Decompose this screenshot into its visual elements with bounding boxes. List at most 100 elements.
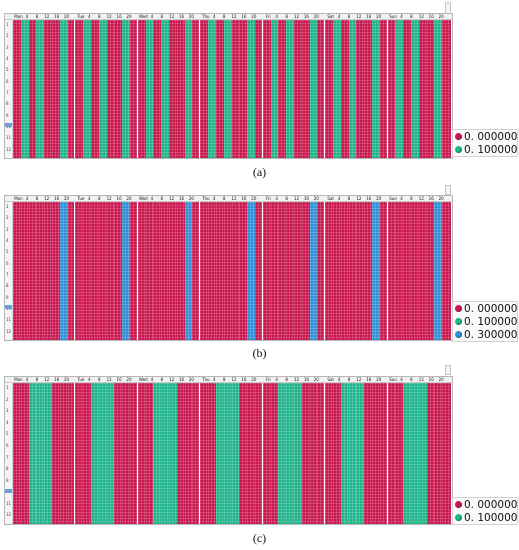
hour-label: 12 (169, 14, 175, 19)
day-divider (199, 383, 201, 524)
time-slot-column (348, 20, 357, 158)
time-slot-column (254, 202, 264, 340)
time-slot-column (309, 20, 318, 158)
row-selection-marker (5, 305, 12, 310)
time-slot-column (223, 20, 233, 158)
legend-value: 0. 000000 (464, 130, 518, 143)
time-slot-column (52, 202, 61, 340)
hour-label: 8 (160, 14, 163, 19)
day-label: Wed (138, 14, 148, 19)
day-header: Mon 4 8 12 16 20 Tue 4 8 12 16 20 Wed 4 8 12 16 20 Thu 4 8 12… (5, 14, 452, 20)
hour-label: 4 (213, 377, 216, 382)
hour-label: 16 (241, 14, 247, 19)
hour-label: 12 (418, 14, 424, 19)
time-slot-column (200, 20, 209, 158)
hour-label: 4 (213, 196, 216, 201)
time-slot-column (286, 20, 295, 158)
row-label: 6 (6, 78, 9, 84)
time-slot-column (254, 383, 264, 524)
time-slot-column (247, 202, 256, 340)
time-slot-column (239, 20, 248, 158)
row-label: 7 (6, 90, 9, 95)
time-slot-column (153, 202, 162, 340)
time-slot-column (20, 202, 30, 340)
time-slot-column (254, 20, 264, 158)
row-label: 11 (6, 500, 12, 506)
time-slot-column (75, 202, 84, 340)
hour-label: 12 (44, 196, 50, 201)
scrollbar[interactable] (445, 185, 451, 195)
hour-label: 8 (160, 377, 163, 382)
time-slot-column (309, 383, 318, 524)
row-label: 3 (6, 408, 9, 414)
time-slot-column (301, 383, 311, 524)
day-divider (74, 20, 76, 158)
hour-label: 12 (293, 14, 300, 19)
hour-label: 16 (178, 14, 185, 19)
day-label: Sun (389, 377, 397, 382)
time-slot-column (395, 202, 404, 340)
time-slot-column (340, 383, 350, 524)
caption: (a) (252, 165, 267, 179)
hour-label: 16 (241, 377, 247, 382)
time-slot-column (153, 383, 162, 524)
hour-label: 8 (410, 377, 413, 382)
hour-label: 4 (150, 377, 154, 382)
hour-label: 4 (88, 196, 91, 201)
row-label: 12 (6, 328, 12, 334)
day-label: Fri (265, 196, 271, 201)
row-label: 2 (6, 396, 9, 402)
hour-label: 4 (88, 14, 91, 19)
hour-label: 12 (418, 196, 424, 201)
day-header: Mon 4 8 12 16 20 Tue 4 8 12 16 20 Wed 4 8 12 16 20 Thu 4 8 12… (5, 377, 452, 383)
row-label: 1 (6, 22, 9, 27)
time-slot-column (293, 202, 303, 340)
time-slot-column (434, 383, 443, 524)
time-slot-column (387, 383, 396, 524)
time-slot-column (387, 20, 396, 158)
day-label: Thu (202, 377, 210, 382)
legend-swatch-icon (455, 305, 462, 312)
legend: 0. 000000 0. 100000 0. 300000 (452, 301, 518, 342)
time-slot-column (215, 202, 225, 340)
day-label: Thu (202, 14, 210, 19)
time-slot-column (98, 20, 108, 158)
row-label: 3 (6, 226, 9, 232)
hour-label: 8 (285, 196, 288, 201)
hour-label: 20 (438, 14, 444, 19)
day-label: Sat (327, 377, 334, 382)
row-axis: 123456789101112 (5, 202, 13, 340)
time-slot-column (208, 20, 217, 158)
hour-label: 20 (126, 196, 132, 201)
row-label: 2 (6, 215, 9, 221)
hour-label: 16 (54, 14, 60, 19)
time-slot-column (379, 20, 389, 158)
day-divider (386, 20, 388, 158)
hour-label: 12 (231, 377, 237, 382)
hour-label: 12 (106, 377, 112, 382)
hour-label: 12 (106, 196, 112, 201)
time-slot-column (410, 383, 420, 524)
time-slot-column (293, 383, 303, 524)
time-slot-column (356, 202, 365, 340)
time-slot-column (215, 383, 225, 524)
hour-label: 8 (410, 196, 413, 201)
day-divider (261, 383, 263, 524)
time-slot-column (161, 202, 170, 340)
time-slot-column (130, 383, 139, 524)
hour-label: 12 (293, 377, 300, 382)
day-label: Wed (138, 196, 148, 201)
row-label: 5 (6, 249, 9, 255)
time-slot-column (137, 383, 147, 524)
time-slot-column (231, 202, 240, 340)
time-slot-column (270, 383, 279, 524)
time-slot-column (52, 383, 61, 524)
time-slot-column (145, 383, 155, 524)
hour-label: 4 (150, 14, 154, 19)
time-slot-column (200, 202, 209, 340)
row-label: 9 (6, 477, 9, 483)
scrollbar[interactable] (445, 365, 451, 375)
time-slot-column (223, 202, 233, 340)
time-slot-column (348, 383, 357, 524)
time-slot-column (83, 20, 92, 158)
